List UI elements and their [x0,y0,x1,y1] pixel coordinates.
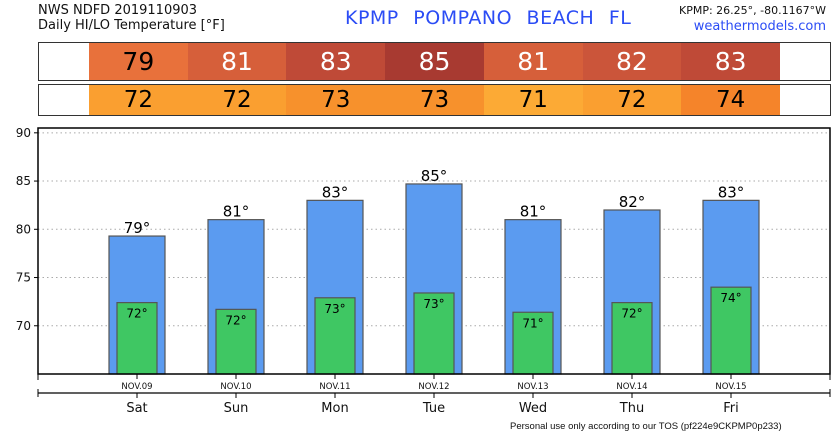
station-coords: KPMP: 26.25°, -80.1167°W [679,4,826,17]
y-tick-label: 75 [16,271,31,285]
low-bar [314,297,356,375]
footer-note: Personal use only according to our TOS (… [510,421,782,432]
day-label: Sat [126,401,147,416]
high-label: 81° [520,203,547,221]
hi-row-cell: 79 [88,43,188,80]
day-label: Sun [224,401,249,416]
day-label: Wed [519,401,547,416]
date-label: NOV.13 [517,382,548,392]
date-label: NOV.09 [121,382,152,392]
low-label: 73° [423,297,444,311]
site-link[interactable]: weathermodels.com [693,19,826,34]
high-label: 79° [124,219,151,237]
low-label: 73° [324,302,345,316]
y-tick-label: 90 [16,126,31,140]
hi-row-cell: 82 [582,43,682,80]
low-bar [413,292,455,375]
low-label: 71° [522,316,543,330]
product-title: NWS NDFD 2019110903 [38,3,198,18]
high-label: 83° [718,183,745,201]
station-title: KPMP POMPANO BEACH FL [345,7,632,29]
high-label: 81° [223,203,250,221]
day-label: Fri [723,401,739,416]
low-bar [611,302,653,375]
low-bar [710,286,752,375]
y-tick-label: 80 [16,222,31,236]
lo-row-cell: 73 [385,85,484,115]
high-label: 82° [619,193,646,211]
high-temp-row: 79 81 83 85 81 82 83 [38,42,831,81]
low-label: 72° [621,307,642,321]
day-label: Thu [619,401,644,416]
low-temp-row: 72 72 73 73 71 72 74 [38,84,831,116]
lo-row-cell: 73 [286,85,386,115]
hi-row-cell: 83 [681,43,780,80]
high-label: 85° [421,167,448,185]
date-label: NOV.10 [220,382,251,392]
day-label: Mon [321,401,348,416]
hi-row-cell: 81 [483,43,583,80]
lo-row-cell: 72 [88,85,188,115]
low-bar [116,302,158,375]
plot-frame [37,127,831,375]
y-tick-label: 70 [16,319,31,333]
high-label: 83° [322,183,349,201]
date-label: NOV.15 [715,382,746,392]
lo-row-cell: 72 [582,85,682,115]
lo-row-cell: 71 [483,85,583,115]
lo-row-cell: 72 [187,85,287,115]
date-label: NOV.14 [616,382,647,392]
low-bar [512,311,554,375]
hi-row-cell: 83 [286,43,386,80]
low-label: 74° [720,291,741,305]
chart-subtitle: Daily HI/LO Temperature [°F] [38,18,225,33]
date-label: NOV.12 [418,382,449,392]
hi-row-cell: 81 [187,43,287,80]
date-label: NOV.11 [319,382,350,392]
hi-row-cell: 85 [385,43,484,80]
low-label: 72° [225,313,246,327]
low-bar [215,308,257,375]
low-label: 72° [126,307,147,321]
day-label: Tue [422,401,445,416]
lo-row-cell: 74 [681,85,780,115]
y-tick-label: 85 [16,174,31,188]
